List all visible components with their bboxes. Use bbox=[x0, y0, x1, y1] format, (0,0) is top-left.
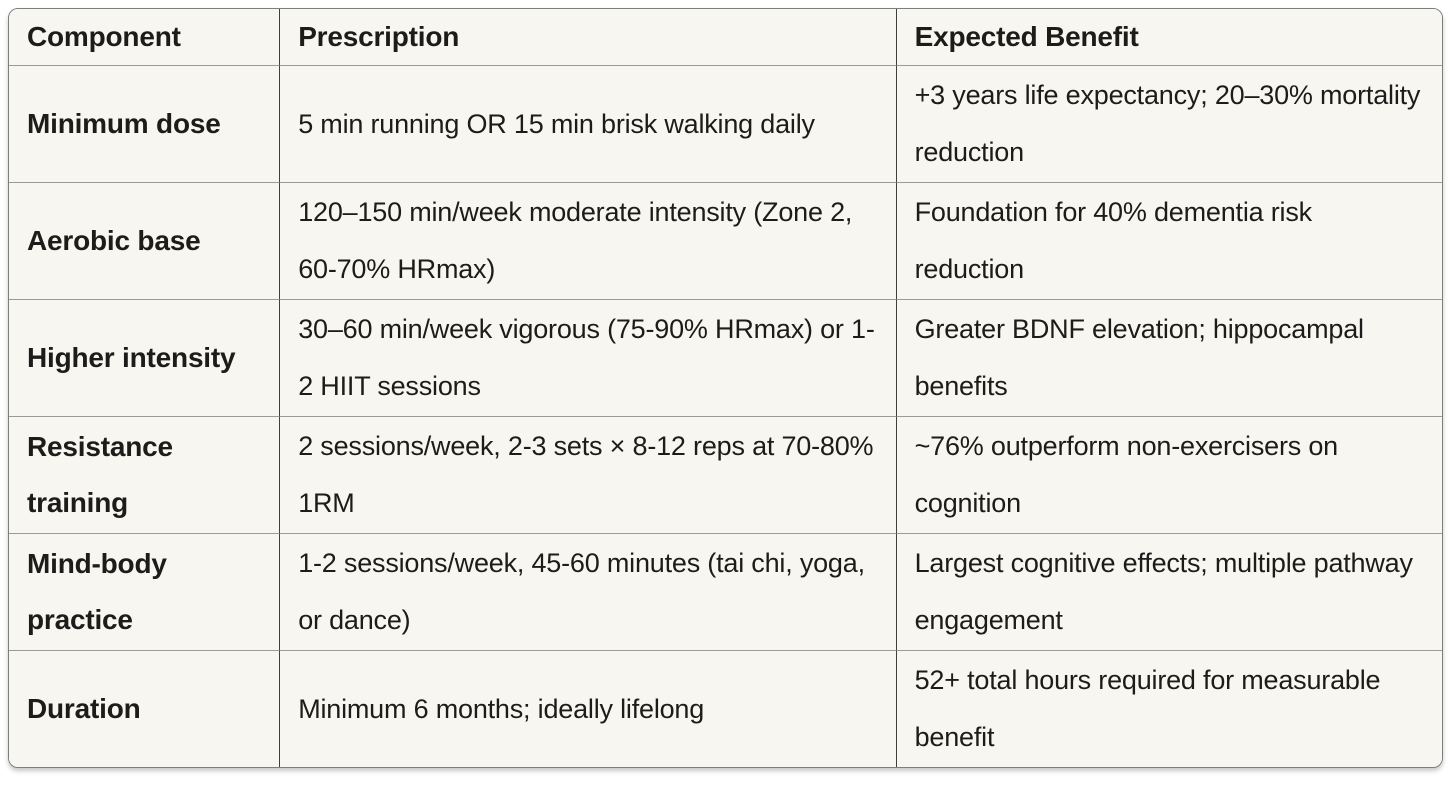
column-header-expected-benefit: Expected Benefit bbox=[895, 9, 1442, 65]
cell-benefit: 52+ total hours required for measurable … bbox=[895, 650, 1442, 767]
table-row: Minimum dose 5 min running OR 15 min bri… bbox=[9, 65, 1442, 182]
table-row: Aerobic base 120–150 min/week moderate i… bbox=[9, 182, 1442, 299]
table-row: Higher intensity 30–60 min/week vigorous… bbox=[9, 299, 1442, 416]
table-row: Mind-body practice 1-2 sessions/week, 45… bbox=[9, 533, 1442, 650]
table-row: Duration Minimum 6 months; ideally lifel… bbox=[9, 650, 1442, 767]
cell-benefit: Largest cognitive effects; multiple path… bbox=[895, 533, 1442, 650]
cell-prescription: Minimum 6 months; ideally lifelong bbox=[279, 650, 896, 767]
column-header-component: Component bbox=[9, 9, 280, 65]
column-header-prescription: Prescription bbox=[279, 9, 896, 65]
cell-benefit: +3 years life expectancy; 20–30% mortali… bbox=[895, 65, 1442, 182]
cell-prescription: 30–60 min/week vigorous (75-90% HRmax) o… bbox=[279, 299, 896, 416]
row-component: Duration bbox=[9, 650, 280, 767]
table-header-row: Component Prescription Expected Benefit bbox=[9, 9, 1442, 65]
cell-prescription: 5 min running OR 15 min brisk walking da… bbox=[279, 65, 896, 182]
exercise-prescription-table: Component Prescription Expected Benefit … bbox=[9, 9, 1442, 767]
row-component: Aerobic base bbox=[9, 182, 280, 299]
cell-prescription: 2 sessions/week, 2-3 sets × 8-12 reps at… bbox=[279, 416, 896, 533]
row-component: Higher intensity bbox=[9, 299, 280, 416]
cell-benefit: Foundation for 40% dementia risk reducti… bbox=[895, 182, 1442, 299]
row-component: Mind-body practice bbox=[9, 533, 280, 650]
cell-benefit: Greater BDNF elevation; hippocampal bene… bbox=[895, 299, 1442, 416]
row-component: Minimum dose bbox=[9, 65, 280, 182]
cell-prescription: 1-2 sessions/week, 45-60 minutes (tai ch… bbox=[279, 533, 896, 650]
row-component: Resistance training bbox=[9, 416, 280, 533]
exercise-prescription-table-container: Component Prescription Expected Benefit … bbox=[8, 8, 1443, 768]
cell-prescription: 120–150 min/week moderate intensity (Zon… bbox=[279, 182, 896, 299]
cell-benefit: ~76% outperform non-exercisers on cognit… bbox=[895, 416, 1442, 533]
table-row: Resistance training 2 sessions/week, 2-3… bbox=[9, 416, 1442, 533]
